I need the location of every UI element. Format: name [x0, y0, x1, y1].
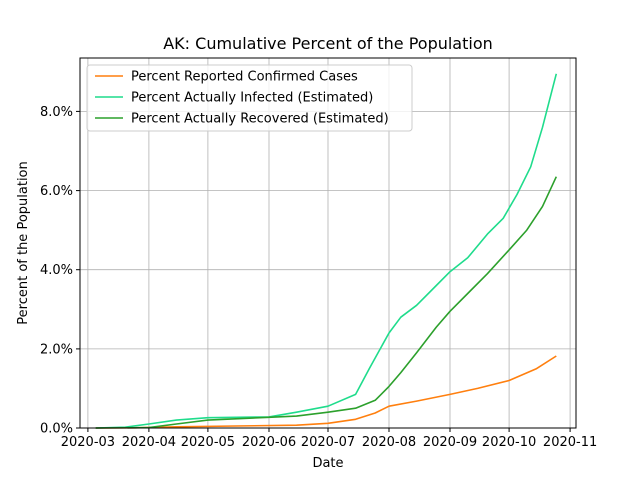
x-tick-label: 2020-11 [543, 435, 597, 450]
x-tick-label: 2020-03 [61, 435, 115, 450]
legend: Percent Reported Confirmed Cases Percent … [86, 64, 413, 132]
x-tick-label: 2020-06 [242, 435, 296, 450]
y-tick-label: 8.0% [40, 105, 73, 120]
legend-entry: Percent Reported Confirmed Cases [131, 70, 358, 85]
x-tick-label: 2020-08 [362, 435, 416, 450]
y-axis-label: Percent of the Population [16, 161, 31, 324]
x-tick-label: 2020-09 [423, 435, 477, 450]
x-axis-label: Date [312, 456, 343, 471]
x-tick-label: 2020-05 [181, 435, 235, 450]
y-tick-label: 6.0% [40, 184, 73, 199]
legend-box [86, 64, 413, 132]
series-line-1 [95, 355, 557, 429]
chart-title: AK: Cumulative Percent of the Population [163, 34, 493, 53]
x-axis: 2020-03 2020-04 2020-05 2020-06 2020-07 2020-… [61, 428, 597, 450]
x-tick-label: 2020-10 [482, 435, 536, 450]
y-axis: 0.0% 2.0% 4.0% 6.0% 8.0% [40, 105, 80, 437]
x-tick-label: 2020-04 [122, 435, 176, 450]
series-line-2 [95, 73, 558, 429]
y-tick-label: 0.0% [40, 422, 73, 437]
plot-lines [95, 73, 558, 429]
legend-entry: Percent Actually Infected (Estimated) [131, 91, 373, 106]
y-tick-label: 4.0% [40, 263, 73, 278]
legend-entry: Percent Actually Recovered (Estimated) [131, 112, 389, 127]
series-line-3 [95, 176, 558, 429]
x-tick-label: 2020-07 [301, 435, 355, 450]
y-tick-label: 2.0% [40, 342, 73, 357]
